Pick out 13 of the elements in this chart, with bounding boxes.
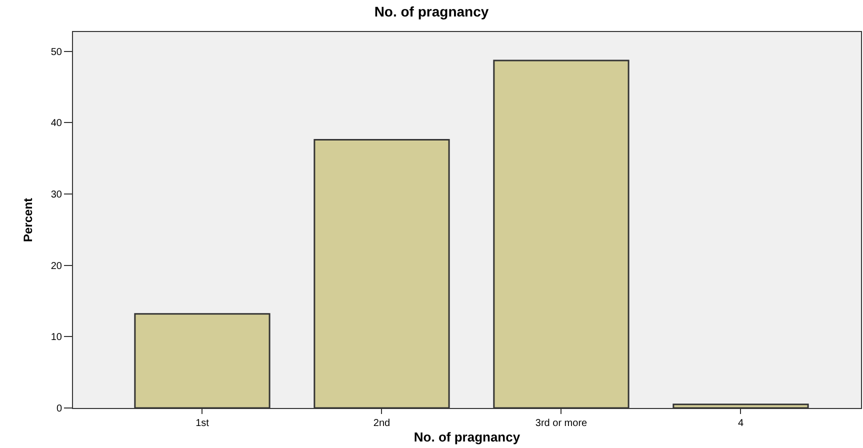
x-axis-title: No. of pragnancy: [414, 430, 521, 445]
y-axis-title: Percent: [21, 198, 36, 242]
x-tick-label: 1st: [196, 418, 210, 429]
chart-title: No. of pragnancy: [374, 4, 489, 20]
y-tick-label: 50: [50, 46, 62, 58]
y-tick-label: 10: [50, 332, 62, 344]
y-tick-label: 0: [56, 404, 62, 414]
y-tick-label: 40: [50, 118, 62, 130]
x-tick-label: 4: [738, 418, 744, 429]
x-tick-label: 3rd or more: [535, 418, 588, 429]
y-tick-label: 20: [50, 260, 62, 272]
x-tick-label: 2nd: [373, 418, 390, 429]
y-tick-label: 30: [50, 189, 62, 200]
